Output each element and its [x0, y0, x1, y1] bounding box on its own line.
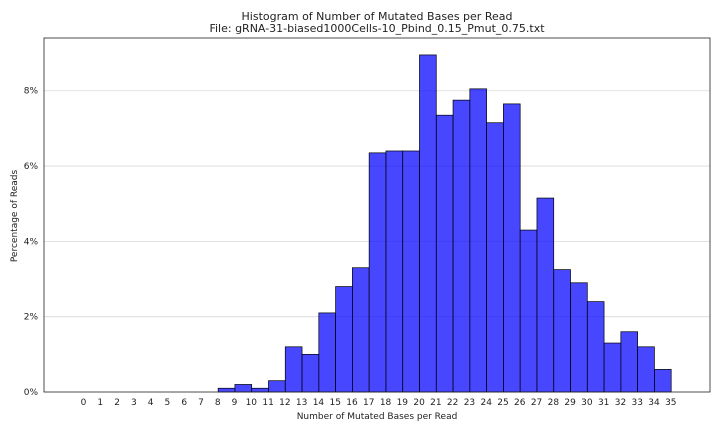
x-tick-label: 17 — [363, 398, 374, 408]
histogram-bar — [536, 197, 555, 393]
x-tick-label: 31 — [598, 398, 609, 408]
x-tick-label: 7 — [198, 398, 204, 408]
x-tick-label: 18 — [380, 398, 392, 408]
y-tick-label: 8% — [24, 87, 39, 97]
x-tick-label: 11 — [262, 398, 273, 408]
histogram-bar — [637, 346, 655, 393]
histogram-bar — [570, 282, 588, 393]
plot-frame — [43, 37, 711, 393]
chart-subtitle: File: gRNA-31-biased1000Cells-10_Pbind_0… — [209, 22, 545, 35]
histogram-bar — [435, 114, 454, 393]
x-tick-label: 23 — [464, 398, 475, 408]
y-tick-labels: 0% 2% 4% 6% 8% — [24, 87, 39, 398]
histogram-bar — [503, 103, 521, 393]
histogram-bar — [586, 301, 605, 393]
x-tick-label: 12 — [279, 398, 290, 408]
x-tick-label: 27 — [531, 398, 542, 408]
x-tick-label: 5 — [165, 398, 171, 408]
x-tick-label: 16 — [346, 398, 358, 408]
x-tick-label: 35 — [665, 398, 676, 408]
histogram-bar — [402, 150, 420, 393]
x-axis-label: Number of Mutated Bases per Read — [297, 412, 458, 422]
histogram-bar — [553, 269, 571, 393]
x-tick-label: 32 — [615, 398, 626, 408]
x-tick-label: 1 — [97, 398, 103, 408]
bars — [217, 54, 672, 393]
x-tick-label: 28 — [548, 398, 560, 408]
y-tick-label: 6% — [24, 162, 39, 172]
x-tick-label: 20 — [413, 398, 425, 408]
x-tick-labels: 0 1 2 3 4 5 6 7 8 9 10 11 12 13 14 15 16 17 18 19 20 21 22 23 24… — [81, 398, 677, 408]
x-tick-label: 26 — [514, 398, 526, 408]
x-tick-label: 30 — [581, 398, 593, 408]
x-tick-label: 6 — [181, 398, 187, 408]
x-tick-label: 3 — [131, 398, 137, 408]
histogram-bar — [301, 353, 320, 393]
x-tick-label: 10 — [246, 398, 258, 408]
x-tick-label: 14 — [313, 398, 325, 408]
histogram-bar — [452, 99, 471, 393]
histogram-bar — [519, 229, 538, 393]
x-tick-label: 4 — [148, 398, 154, 408]
x-tick-label: 21 — [430, 398, 441, 408]
x-tick-label: 2 — [114, 398, 120, 408]
histogram-bar — [620, 331, 638, 393]
y-axis-label: Percentage of Reads — [10, 170, 20, 263]
histogram-bar — [251, 387, 269, 393]
histogram-bar — [654, 369, 672, 393]
histogram-bar — [469, 88, 487, 393]
y-tick-label: 2% — [24, 313, 39, 323]
chart-title: Histogram of Number of Mutated Bases per… — [242, 10, 513, 23]
histogram-bar — [284, 346, 303, 393]
histogram-bar — [268, 380, 286, 393]
y-tick-label: 4% — [24, 237, 39, 247]
x-tick-label: 13 — [296, 398, 307, 408]
x-tick-label: 24 — [480, 398, 492, 408]
x-tick-label: 29 — [564, 398, 576, 408]
histogram-bar — [419, 54, 437, 393]
x-tick-label: 0 — [81, 398, 87, 408]
x-tick-label: 33 — [632, 398, 643, 408]
histogram-bar — [318, 312, 336, 393]
histogram-bar — [217, 387, 236, 393]
histogram-bar — [352, 267, 370, 393]
x-tick-label: 19 — [397, 398, 409, 408]
histogram-bar — [368, 152, 387, 393]
histogram-bar — [603, 342, 622, 393]
x-tick-label: 22 — [447, 398, 458, 408]
x-tick-label: 25 — [497, 398, 508, 408]
x-tick-label: 8 — [215, 398, 221, 408]
x-tick-label: 15 — [329, 398, 340, 408]
x-tick-label: 9 — [232, 398, 238, 408]
x-tick-label: 34 — [648, 398, 660, 408]
histogram-bar — [385, 150, 404, 393]
y-tick-label: 0% — [24, 388, 39, 398]
histogram-bar — [486, 122, 504, 393]
histogram-bar — [335, 286, 353, 393]
histogram-bar — [234, 384, 253, 393]
